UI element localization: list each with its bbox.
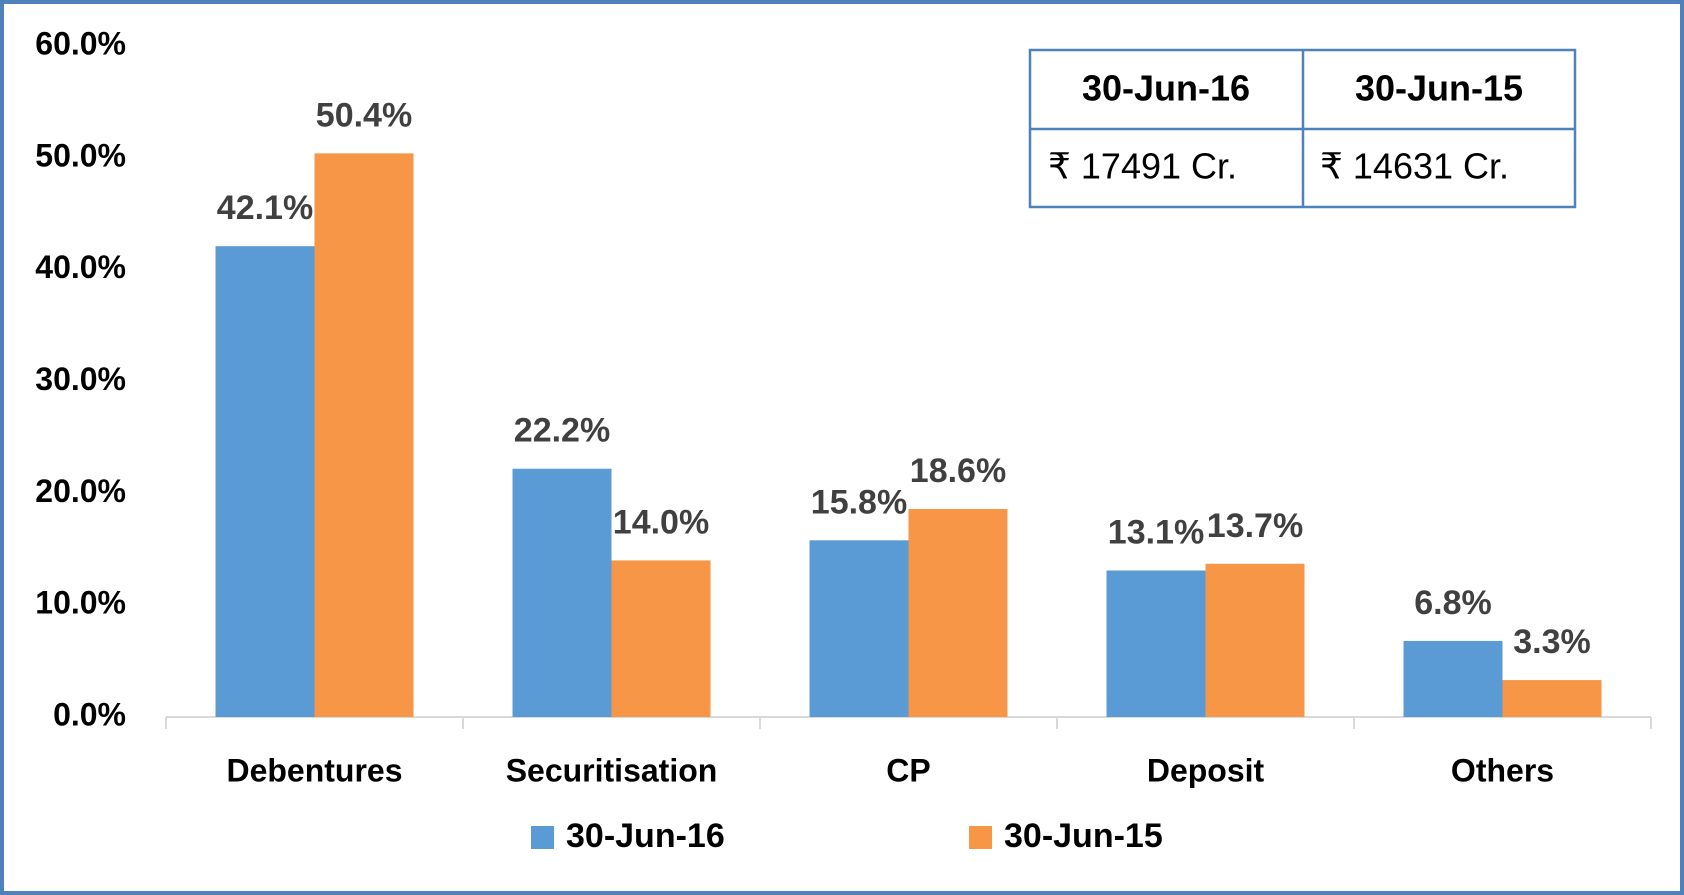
bar: [1403, 640, 1503, 717]
data-label: 50.4%: [316, 96, 412, 134]
bar: [809, 540, 909, 717]
bar: [314, 153, 414, 718]
legend-swatch: [531, 826, 554, 849]
bar: [908, 508, 1008, 717]
y-tick-label: 20.0%: [35, 473, 126, 509]
table-cell: ₹ 14631 Cr.: [1320, 146, 1509, 187]
x-tick-label: Others: [1451, 752, 1554, 788]
legend-label: 30-Jun-15: [1004, 817, 1163, 855]
y-tick-label: 0.0%: [53, 696, 126, 732]
legend-swatch: [969, 826, 992, 849]
data-label: 13.1%: [1108, 513, 1204, 551]
data-label: 14.0%: [613, 503, 709, 541]
data-label: 3.3%: [1513, 623, 1591, 661]
bar: [611, 560, 711, 717]
data-label: 22.2%: [514, 412, 610, 450]
x-tick-label: Debentures: [226, 752, 402, 788]
table-header: 30-Jun-16: [1082, 68, 1250, 109]
bar: [1502, 680, 1602, 717]
y-tick-label: 30.0%: [35, 361, 126, 397]
table-header: 30-Jun-15: [1355, 68, 1523, 109]
x-tick-label: Deposit: [1147, 752, 1265, 788]
y-tick-label: 40.0%: [35, 249, 126, 285]
legend-label: 30-Jun-16: [566, 817, 725, 855]
y-tick-label: 60.0%: [35, 25, 126, 61]
y-tick-label: 10.0%: [35, 585, 126, 621]
y-tick-label: 50.0%: [35, 137, 126, 173]
data-label: 13.7%: [1207, 507, 1303, 545]
x-tick-label: Securitisation: [506, 752, 718, 788]
bar: [1106, 570, 1206, 717]
data-label: 15.8%: [811, 483, 907, 521]
data-label: 18.6%: [910, 452, 1006, 490]
x-tick-label: CP: [886, 752, 930, 788]
bar: [1205, 563, 1305, 717]
data-label: 6.8%: [1414, 584, 1492, 622]
data-label: 42.1%: [217, 189, 313, 227]
bar: [215, 246, 315, 717]
table-cell: ₹ 17491 Cr.: [1048, 146, 1237, 187]
summary-table: 30-Jun-16 30-Jun-15 ₹ 17491 Cr. ₹ 14631 …: [1028, 48, 1577, 209]
bar: [512, 468, 612, 717]
